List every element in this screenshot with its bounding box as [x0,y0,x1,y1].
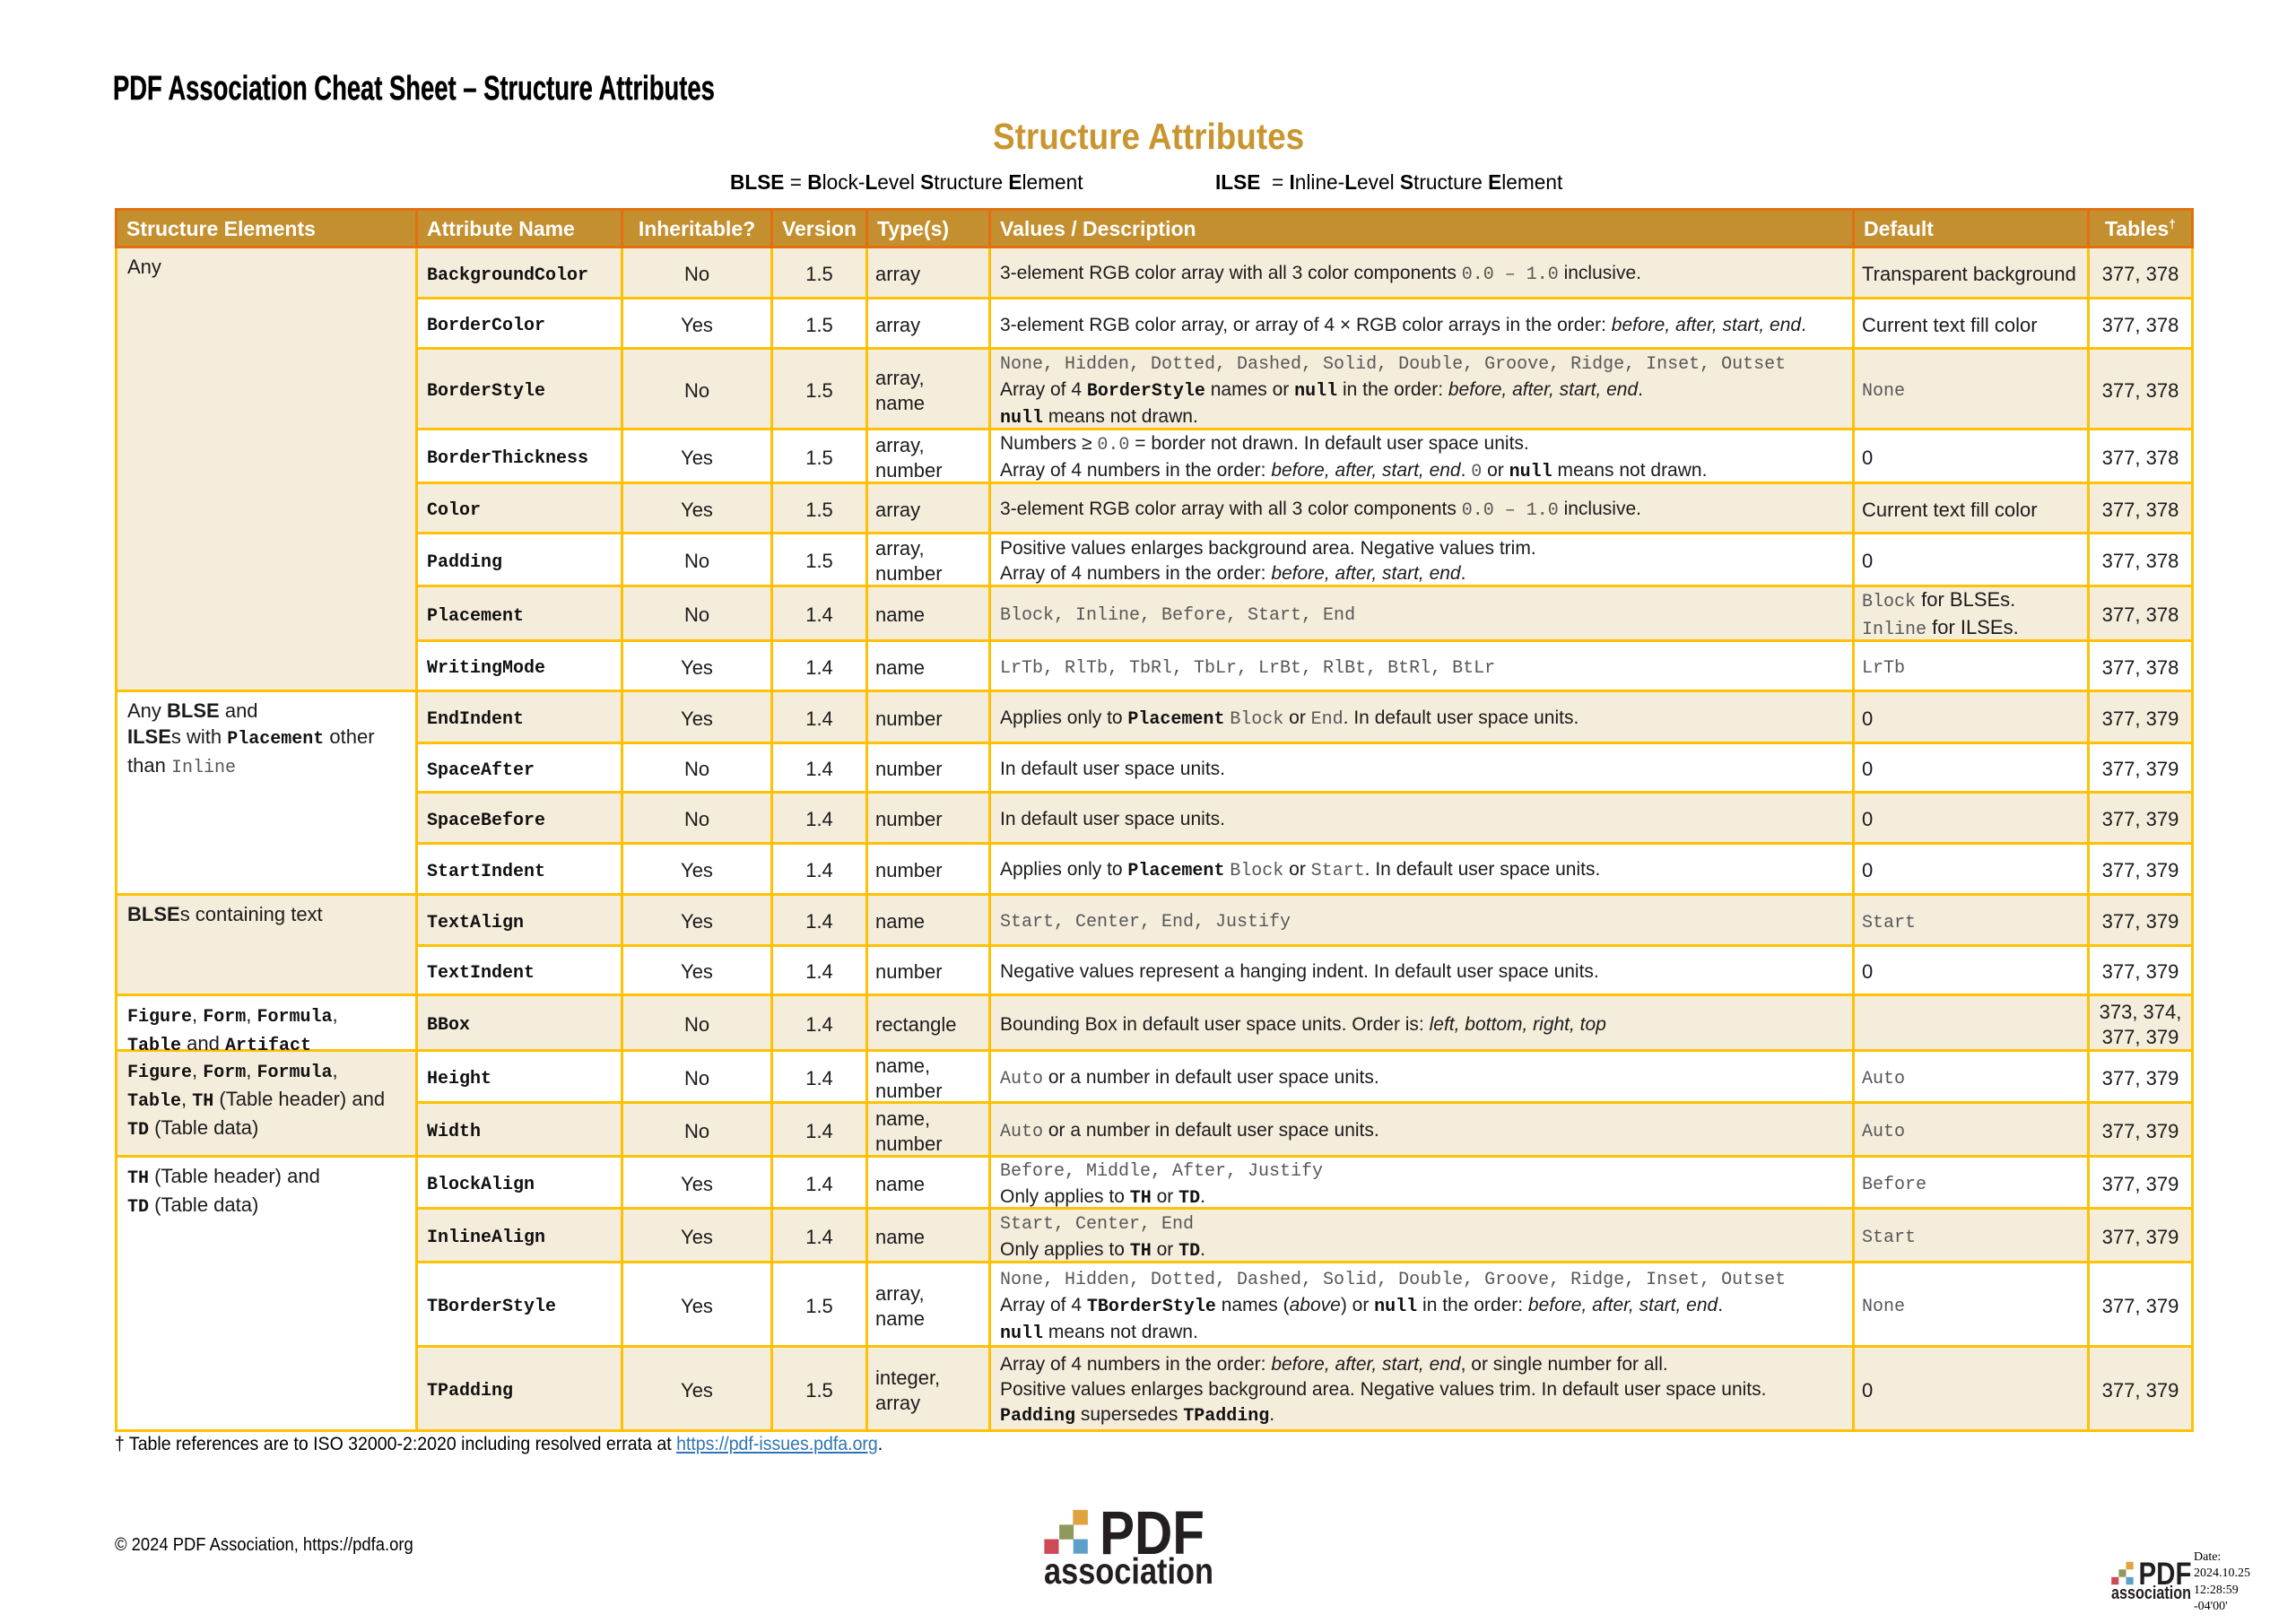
svg-text:PDF: PDF [2139,1561,2192,1592]
svg-text:association: association [2111,1583,2191,1602]
svg-text:association: association [1044,1550,1213,1592]
svg-text:PDF: PDF [1100,1509,1205,1567]
